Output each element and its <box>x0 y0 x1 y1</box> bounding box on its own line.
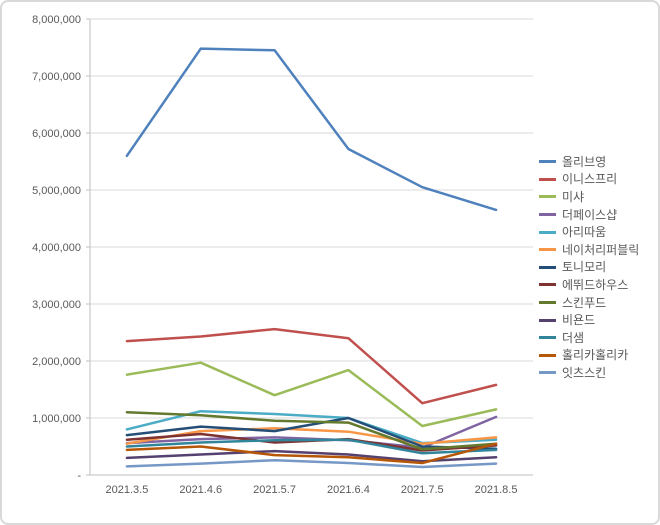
series-line <box>125 427 498 445</box>
y-axis-label: 5,000,000 <box>32 185 81 197</box>
legend-label: 더샘 <box>562 330 585 345</box>
legend-item: 더샘 <box>539 329 639 347</box>
legend-item: 스킨푸드 <box>539 294 639 312</box>
legend-swatch <box>539 371 556 375</box>
x-axis-label: 2021.7.5 <box>401 484 444 496</box>
y-axis-label: 7,000,000 <box>32 71 81 83</box>
series-line <box>125 458 498 469</box>
legend-label: 미샤 <box>562 189 585 204</box>
legend-swatch <box>539 213 556 217</box>
y-axis-label: 2,000,000 <box>32 356 81 368</box>
series-line <box>125 361 498 428</box>
x-axis-label: 2021.8.5 <box>475 484 518 496</box>
legend-swatch <box>539 318 556 322</box>
legend-item: 에뛰드하우스 <box>539 276 639 294</box>
legend-label: 더페이스샵 <box>562 207 618 222</box>
legend-swatch <box>539 265 556 269</box>
legend-item: 홀리카홀리카 <box>539 347 639 365</box>
legend-item: 더페이스샵 <box>539 206 639 224</box>
series-line <box>125 327 498 405</box>
legend-swatch <box>539 177 556 181</box>
legend-label: 토니모리 <box>562 260 607 275</box>
legend-swatch <box>539 336 556 340</box>
y-axis-label: 6,000,000 <box>32 128 81 140</box>
legend-item: 잇츠스킨 <box>539 364 639 382</box>
legend-label: 네이처리퍼블릭 <box>562 242 640 257</box>
legend-item: 아리따움 <box>539 223 639 241</box>
legend-label: 홀리카홀리카 <box>562 348 629 363</box>
legend-item: 토니모리 <box>539 259 639 277</box>
legend-swatch <box>539 301 556 305</box>
legend-item: 이니스프리 <box>539 171 639 189</box>
x-axis-label: 2021.3.5 <box>106 484 149 496</box>
legend-item: 올리브영 <box>539 153 639 171</box>
legend-item: 비욘드 <box>539 311 639 329</box>
y-axis-label: - <box>77 470 81 482</box>
series-line <box>125 438 498 455</box>
legend-label: 이니스프리 <box>562 172 618 187</box>
y-axis-label: 3,000,000 <box>32 299 81 311</box>
legend-swatch <box>539 248 556 252</box>
series-line <box>125 442 498 465</box>
legend-item: 네이처리퍼블릭 <box>539 241 639 259</box>
legend-item: 미샤 <box>539 188 639 206</box>
legend-swatch <box>539 160 556 164</box>
series-line <box>125 47 498 212</box>
legend-swatch <box>539 195 556 199</box>
legend-swatch <box>539 283 556 287</box>
legend-swatch <box>539 230 556 234</box>
legend-swatch <box>539 353 556 357</box>
x-axis-label: 2021.4.6 <box>179 484 222 496</box>
y-axis-label: 4,000,000 <box>32 242 81 254</box>
legend-label: 잇츠스킨 <box>562 365 607 380</box>
legend-label: 아리따움 <box>562 225 607 240</box>
legend-label: 올리브영 <box>562 154 607 169</box>
y-axis-label: 1,000,000 <box>32 413 81 425</box>
y-axis-label: 8,000,000 <box>32 14 81 26</box>
x-axis-label: 2021.5.7 <box>253 484 296 496</box>
x-axis-label: 2021.6.4 <box>327 484 370 496</box>
legend-label: 스킨푸드 <box>562 295 607 310</box>
series-line <box>125 416 498 451</box>
legend-label: 비욘드 <box>562 313 596 328</box>
series-line <box>125 411 498 451</box>
legend-label: 에뛰드하우스 <box>562 277 629 292</box>
